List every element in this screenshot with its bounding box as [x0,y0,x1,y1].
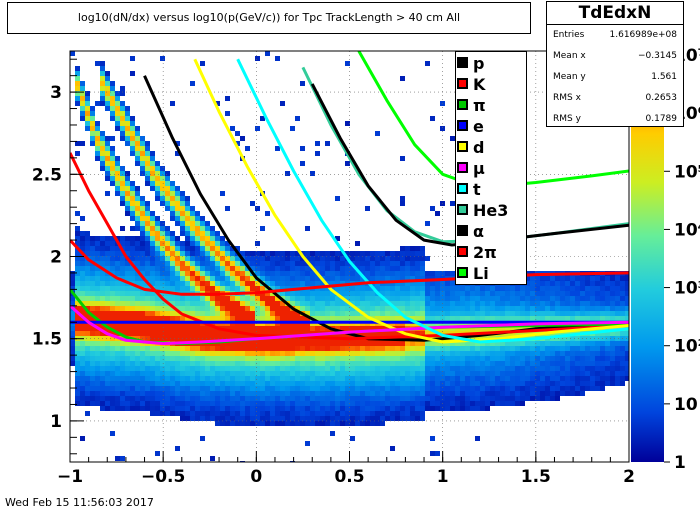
legend-marker-icon [457,120,468,131]
y-tick-label: 3 [50,83,62,103]
stats-label: Mean x [553,51,586,61]
legend-label: Li [473,264,489,283]
y-tick-label: 1 [50,412,62,432]
legend-marker-icon [457,162,468,173]
legend-item: p [456,54,526,75]
stats-label: Entries [553,30,585,40]
legend-marker-icon [457,141,468,152]
stats-label: RMS y [553,114,581,124]
legend-item: t [456,180,526,201]
legend-item: π [456,96,526,117]
stats-value: −0.3145 [637,51,677,61]
legend-label: He3 [473,201,509,220]
y-tick-label: 1.5 [32,330,62,350]
x-tick-label: −1 [57,467,83,487]
legend-item: 2π [456,243,526,264]
legend-item: α [456,222,526,243]
legend-label: e [473,117,484,136]
stats-name: TdEdxN [547,2,683,25]
legend-marker-icon [457,183,468,194]
legend-label: K [473,75,486,94]
bethe-bloch-curves [70,51,629,346]
legend-label: μ [473,159,485,178]
x-tick-label: 1.5 [521,467,551,487]
legend-label: p [473,54,485,73]
legend-item: Li [456,264,526,285]
stats-label: Mean y [553,72,586,82]
legend-marker-icon [457,78,468,89]
legend-marker-icon [457,246,468,257]
curve-t [236,58,629,344]
legend-label: π [473,96,486,115]
curve-d [193,58,629,344]
y-tick-label: 2 [50,248,62,268]
stats-value: 0.1789 [645,114,678,124]
stats-row: Mean x −0.3145 [547,46,683,67]
stats-box: TdEdxN Entries 1.616989e+08 Mean x −0.3145 M… [546,1,684,127]
legend-marker-icon [457,57,468,68]
stats-label: RMS x [553,93,581,103]
z-tick-label: 10² [674,337,700,357]
legend-marker-icon [457,204,468,215]
stats-value: 0.2653 [645,93,678,103]
legend-item: K [456,75,526,96]
legend-item: He3 [456,201,526,222]
stats-value: 1.616989e+08 [609,30,677,40]
legend-item: μ [456,159,526,180]
curve-α [310,83,629,247]
y-tick-label: 2.5 [32,165,62,185]
legend-label: t [473,180,481,199]
axes: −1 −0.5 0 0.5 1 1.5 2 1 1.5 2 2.5 3 [32,58,635,487]
z-tick-label: 1 [674,453,686,473]
z-tick-label: 10⁴ [674,220,700,240]
plot-title: log10(dN/dx) versus log10(p(GeV/c)) for … [7,2,531,34]
stats-value: 1.561 [651,72,677,82]
curve-μ [70,304,629,346]
legend-item: d [456,138,526,159]
z-tick-label: 10³ [674,279,700,299]
legend-label: d [473,138,485,157]
timestamp: Wed Feb 15 11:56:03 2017 [5,496,154,509]
legend-label: α [473,222,484,241]
stats-row: Entries 1.616989e+08 [547,25,683,46]
z-tick-label: 10⁵ [674,162,700,182]
stats-row: Mean y 1.561 [547,67,683,88]
legend-item: e [456,117,526,138]
x-tick-label: −0.5 [141,467,185,487]
legend-label: 2π [473,243,497,262]
legend-marker-icon [457,225,468,236]
legend-marker-icon [457,267,468,278]
x-tick-label: 2 [623,467,635,487]
x-tick-label: 0 [250,467,262,487]
stats-row: RMS x 0.2653 [547,88,683,109]
legend-marker-icon [457,99,468,110]
stats-row: RMS y 0.1789 [547,109,683,130]
x-tick-label: 0.5 [334,467,364,487]
x-tick-label: 1 [437,467,449,487]
color-scale-labels: 11010²10³10⁴10⁵10⁶10⁷ [664,46,700,473]
z-tick-label: 10 [674,395,698,415]
